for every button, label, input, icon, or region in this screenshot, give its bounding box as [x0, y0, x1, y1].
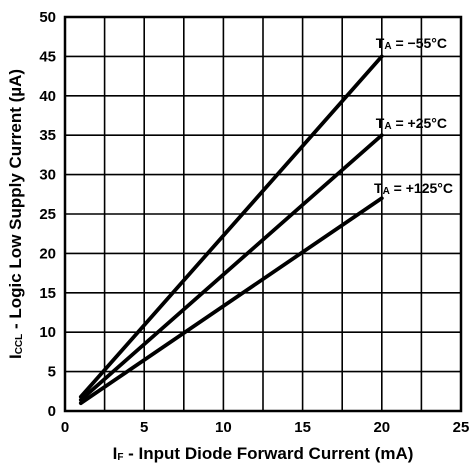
x-tick-label: 15	[294, 419, 311, 436]
y-tick-label: 50	[39, 9, 56, 26]
x-axis-label: IF - Input Diode Forward Current (mA)	[113, 444, 414, 463]
y-tick-labels: 0 5 10 15 20 25 30 35 40 45 50	[39, 9, 56, 420]
x-tick-label: 10	[215, 419, 232, 436]
x-tick-labels: 0 5 10 15 20 25	[61, 419, 470, 436]
x-tick-label: 25	[453, 419, 470, 436]
y-tick-label: 20	[39, 245, 56, 262]
y-tick-label: 15	[39, 285, 56, 302]
y-tick-label: 0	[48, 403, 56, 420]
y-tick-label: 30	[39, 167, 56, 184]
grid	[65, 17, 461, 411]
x-tick-label: 5	[140, 419, 148, 436]
series-label: TA = +125°C	[374, 180, 453, 197]
plot-frame	[63, 15, 463, 413]
series-line	[78, 54, 384, 399]
series-label: TA = +25°C	[376, 115, 447, 132]
series-line	[78, 133, 384, 402]
series-labels: TA = −55°C TA = +25°C TA = +125°C	[374, 35, 453, 197]
x-tick-label: 20	[373, 419, 390, 436]
series-label: TA = −55°C	[376, 35, 447, 52]
y-tick-label: 35	[39, 127, 56, 144]
series-lines	[78, 54, 384, 406]
y-tick-label: 25	[39, 206, 56, 223]
y-tick-label: 45	[39, 48, 56, 65]
series-line	[78, 196, 384, 406]
y-tick-label: 10	[39, 324, 56, 341]
x-tick-label: 0	[61, 419, 69, 436]
y-tick-label: 5	[48, 364, 56, 381]
y-axis-label: ICCL - Logic Low Supply Current (µA)	[6, 69, 25, 359]
y-tick-label: 40	[39, 88, 56, 105]
